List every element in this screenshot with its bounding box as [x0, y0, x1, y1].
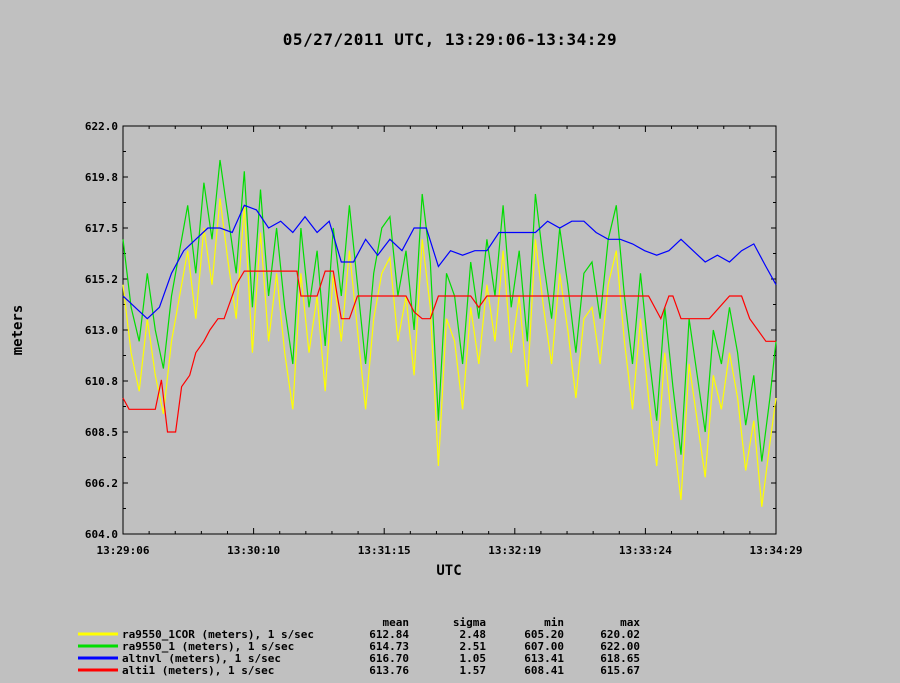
y-axis-label: meters — [10, 305, 26, 356]
legend-stat-value: 1.05 — [460, 652, 487, 665]
legend-rows: ra9550_1COR (meters), 1 s/sec 612.84 2.48 6… — [78, 628, 640, 677]
legend-stat-value: 618.65 — [600, 652, 640, 665]
x-tick-label: 13:29:06 — [97, 544, 150, 557]
legend-header-min: min — [544, 616, 564, 629]
y-tick-label: 608.5 — [85, 426, 118, 439]
legend: mean sigma min max ra9550_1COR (meters),… — [78, 616, 640, 677]
y-tick-label: 613.0 — [85, 324, 118, 337]
y-tick-label: 617.5 — [85, 222, 118, 235]
y-tick-label: 606.2 — [85, 477, 118, 490]
y-tick-label: 619.8 — [85, 171, 118, 184]
x-axis: 13:29:06 13:30:10 13:31:15 13:32:19 13:33:24… — [97, 126, 803, 557]
legend-stat-value: 605.20 — [524, 628, 564, 641]
legend-header-max: max — [620, 616, 640, 629]
x-tick-label: 13:33:24 — [619, 544, 672, 557]
legend-header-mean: mean — [383, 616, 410, 629]
y-axis: 604.0 606.2 608.5 610.8 613.0 615.2 617.5 619.8… — [85, 120, 776, 541]
y-tick-label: 615.2 — [85, 273, 118, 286]
legend-stat-value: 620.02 — [600, 628, 640, 641]
series-lines — [122, 159, 777, 507]
legend-series-name: alti1 (meters), 1 s/sec — [122, 664, 274, 677]
legend-stat-value: 614.73 — [369, 640, 409, 653]
x-tick-label: 13:32:19 — [488, 544, 541, 557]
x-tick-label: 13:30:10 — [227, 544, 280, 557]
x-axis-label: UTC — [436, 563, 461, 579]
x-tick-label: 13:31:15 — [358, 544, 411, 557]
legend-stat-value: 613.41 — [524, 652, 564, 665]
legend-stat-value: 2.48 — [460, 628, 487, 641]
legend-stat-value: 1.57 — [460, 664, 487, 677]
series-line-2 — [122, 204, 777, 320]
legend-stat-value: 616.70 — [369, 652, 409, 665]
legend-series-name: altnvl (meters), 1 s/sec — [122, 652, 281, 665]
legend-series-name: ra9550_1COR (meters), 1 s/sec — [122, 628, 314, 641]
legend-stat-value: 613.76 — [369, 664, 409, 677]
legend-header-sigma: sigma — [453, 616, 486, 629]
series-line-0 — [122, 198, 777, 507]
y-tick-label: 610.8 — [85, 375, 118, 388]
chart-title: 05/27/2011 UTC, 13:29:06-13:34:29 — [283, 30, 617, 49]
legend-stat-value: 615.67 — [600, 664, 640, 677]
legend-series-name: ra9550_1 (meters), 1 s/sec — [122, 640, 294, 653]
legend-stat-value: 2.51 — [460, 640, 487, 653]
legend-stat-value: 622.00 — [600, 640, 640, 653]
x-tick-label: 13:34:29 — [750, 544, 803, 557]
y-tick-label: 604.0 — [85, 528, 118, 541]
legend-stat-value: 612.84 — [369, 628, 409, 641]
series-line-3 — [122, 270, 776, 433]
legend-stat-value: 608.41 — [524, 664, 564, 677]
legend-stat-value: 607.00 — [524, 640, 564, 653]
series-line-1 — [122, 159, 777, 462]
y-tick-label: 622.0 — [85, 120, 118, 133]
